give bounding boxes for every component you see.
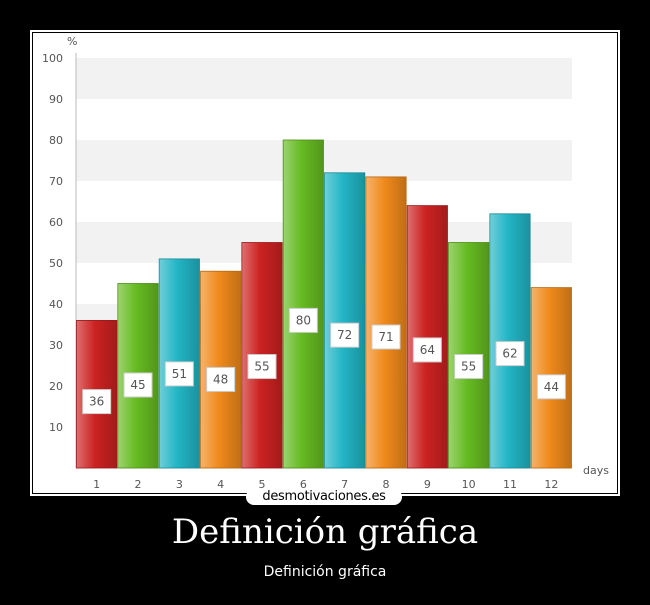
data-label-box xyxy=(330,322,360,348)
x-tick-label: 1 xyxy=(93,478,100,491)
data-label: 45 xyxy=(130,378,145,392)
y-axis-label: % xyxy=(67,35,77,48)
data-label: 80 xyxy=(296,313,311,327)
data-label-box xyxy=(454,354,484,380)
x-tick-label: 7 xyxy=(341,478,348,491)
y-tick-label: 50 xyxy=(49,257,63,270)
bar-chart: 102030405060708090100%361452513484555806… xyxy=(42,35,609,491)
bar xyxy=(282,139,324,469)
x-tick-label: 12 xyxy=(544,478,558,491)
y-tick-label: 20 xyxy=(49,380,63,393)
y-tick-label: 70 xyxy=(49,175,63,188)
x-tick-label: 2 xyxy=(135,478,142,491)
data-label: 55 xyxy=(461,360,476,374)
grid-band xyxy=(76,58,572,99)
x-tick-label: 3 xyxy=(176,478,183,491)
data-label-box xyxy=(123,372,153,398)
x-tick-label: 4 xyxy=(217,478,224,491)
data-label: 48 xyxy=(213,372,228,386)
data-label: 71 xyxy=(378,330,393,344)
poster-subtitle: Definición gráfica xyxy=(263,564,387,580)
y-tick-label: 80 xyxy=(49,134,63,147)
chart-panel: 10 20 30 40 50 60 70 80 90 100% 36 1 45 2 51 3 48 4 55 5 80 6… xyxy=(33,33,617,493)
y-tick-label: 10 xyxy=(49,421,63,434)
poster-title: Definición gráfica xyxy=(171,512,479,552)
data-label: 44 xyxy=(544,380,559,394)
y-tick-label: 90 xyxy=(49,93,63,106)
data-label-box xyxy=(82,389,112,415)
bar xyxy=(489,213,531,469)
grid-band xyxy=(76,140,572,181)
data-label-box xyxy=(536,374,566,400)
data-label: 51 xyxy=(172,367,187,381)
x-tick-label: 6 xyxy=(300,478,307,491)
y-tick-label: 100 xyxy=(42,52,63,65)
data-label-box xyxy=(164,361,194,387)
y-tick-label: 60 xyxy=(49,216,63,229)
y-tick-label: 40 xyxy=(49,298,63,311)
data-label: 72 xyxy=(337,328,352,342)
x-tick-label: 8 xyxy=(383,478,390,491)
data-label: 64 xyxy=(420,343,435,357)
bar xyxy=(324,172,366,469)
bar xyxy=(365,176,407,469)
grid-band xyxy=(76,304,572,345)
x-tick-label: 5 xyxy=(259,478,266,491)
data-label: 36 xyxy=(89,395,104,409)
x-tick-label: 10 xyxy=(462,478,476,491)
grid-band xyxy=(76,222,572,263)
x-tick-label: 11 xyxy=(503,478,517,491)
bar xyxy=(406,205,448,469)
grid-band xyxy=(76,386,572,427)
x-axis-label: days xyxy=(583,464,609,477)
data-label-box xyxy=(288,307,318,333)
y-tick-label: 30 xyxy=(49,339,63,352)
data-label: 62 xyxy=(502,347,517,361)
data-label: 55 xyxy=(254,360,269,374)
data-label-box xyxy=(495,341,525,367)
watermark-logo: desmotivaciones.es xyxy=(246,489,402,505)
x-tick-label: 9 xyxy=(424,478,431,491)
data-label-box xyxy=(371,324,401,350)
data-label-box xyxy=(247,354,277,380)
data-label-box xyxy=(412,337,442,363)
data-label-box xyxy=(206,366,236,392)
